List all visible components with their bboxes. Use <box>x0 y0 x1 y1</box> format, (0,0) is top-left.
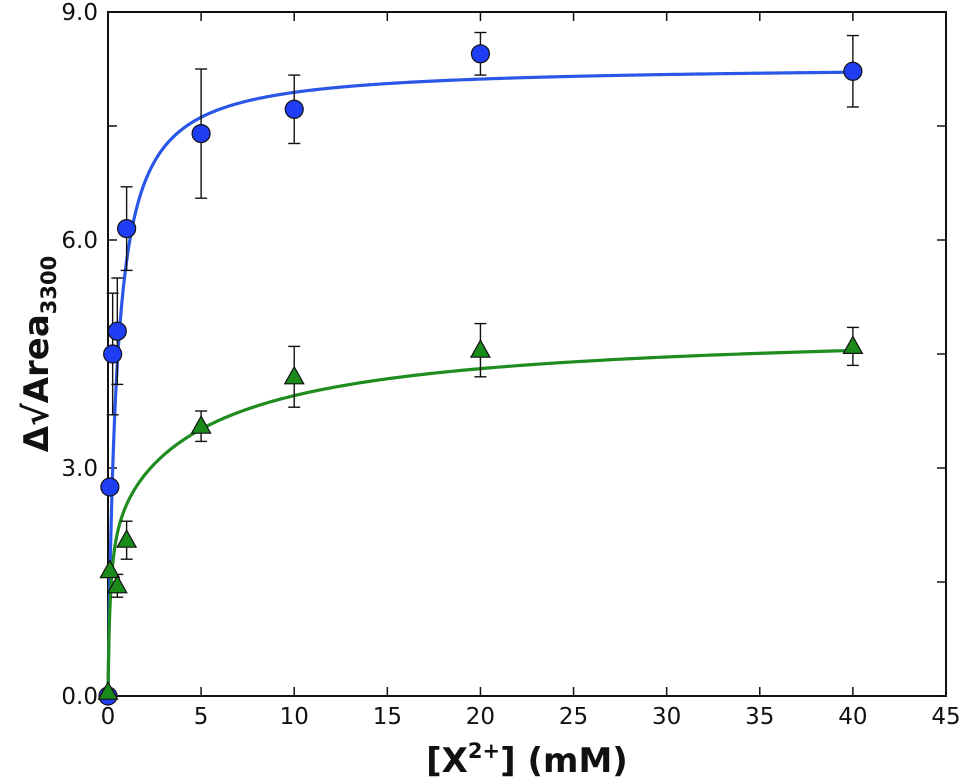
data-point-triangle <box>106 574 128 594</box>
y-tick-label: 3.0 <box>61 456 98 482</box>
y-tick-label: 0.0 <box>61 684 98 710</box>
y-axis-title: Δ√Area3300 <box>17 256 61 453</box>
data-point-triangle <box>190 414 212 434</box>
x-tick-label: 40 <box>838 704 867 730</box>
data-point-triangle <box>99 559 121 579</box>
data-point-circle <box>191 124 211 144</box>
x-tick-label: 30 <box>652 704 681 730</box>
x-tick-label: 15 <box>373 704 402 730</box>
data-point-circle <box>107 321 127 341</box>
x-tick-label: 45 <box>931 704 960 730</box>
data-point-triangle <box>283 365 305 385</box>
x-tick-label: 0 <box>101 704 116 730</box>
x-axis-title-post: ] (mM) <box>500 741 628 781</box>
x-axis-title-sup: 2+ <box>468 739 500 763</box>
x-tick-label: 25 <box>559 704 588 730</box>
data-point-triangle <box>97 680 119 700</box>
x-tick-label: 5 <box>194 704 209 730</box>
fit-curve-1 <box>106 70 855 698</box>
error-bars <box>106 31 859 598</box>
plot-frame <box>107 11 947 697</box>
y-tick-label: 9.0 <box>61 0 98 26</box>
y-axis-title-pre: Δ√Area <box>17 314 57 452</box>
data-point-circle <box>843 61 863 81</box>
x-tick-label: 35 <box>745 704 774 730</box>
x-tick-label: 20 <box>466 704 495 730</box>
data-point-circle <box>100 477 120 497</box>
y-axis-title-sub: 3300 <box>37 256 61 314</box>
data-point-circle <box>103 344 123 364</box>
x-axis-title-pre: [X <box>426 741 468 781</box>
fit-curves <box>106 70 855 698</box>
fit-curve-2 <box>106 348 855 698</box>
x-axis-title: [X2+] (mM) <box>426 739 628 781</box>
data-point-circle <box>284 99 304 119</box>
data-point-circle <box>117 219 137 239</box>
data-points <box>97 44 864 706</box>
data-point-triangle <box>842 335 864 354</box>
y-tick-label: 6.0 <box>61 228 98 254</box>
data-point-triangle <box>469 338 491 358</box>
x-tick-label: 10 <box>280 704 309 730</box>
data-point-circle <box>470 44 491 64</box>
axis-ticks: 0 5 10 15 20 25 30 35 40 45 0.0 3.0 6.0 9.0 <box>61 0 960 730</box>
data-point-triangle <box>116 528 138 548</box>
